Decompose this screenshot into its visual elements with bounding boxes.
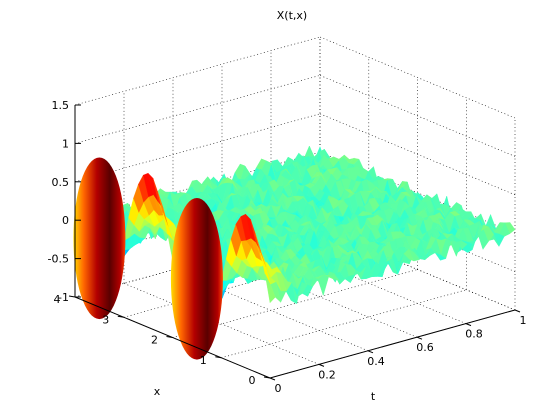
initial-peak xyxy=(73,157,126,320)
y-tick-label: 3 xyxy=(102,313,109,326)
wall-grid-line xyxy=(74,36,321,106)
z-tick-label: 1.5 xyxy=(52,99,70,112)
axis-box xyxy=(68,104,521,381)
tick-mark xyxy=(215,356,222,359)
wall-grid-line xyxy=(74,75,321,144)
y-tick-label: 4 xyxy=(54,293,61,306)
y-tick-label: 2 xyxy=(151,334,158,347)
tick-mark xyxy=(416,336,423,340)
surface-patch xyxy=(264,274,276,304)
wall-grid-line xyxy=(319,113,516,196)
z-tick-label: 0.5 xyxy=(52,176,70,189)
y-tick-label: 0 xyxy=(249,374,256,387)
y-axis-label: x xyxy=(154,385,161,398)
chart-title: X(t,x) xyxy=(277,9,307,22)
z-tick-label: 0 xyxy=(62,214,69,227)
x-axis-label: t xyxy=(371,390,376,403)
x-tick-label: 0.6 xyxy=(416,341,434,354)
z-tick-label: 1 xyxy=(62,137,69,150)
tick-mark xyxy=(68,295,76,298)
tick-mark xyxy=(166,336,173,338)
x-tick-label: 1 xyxy=(520,314,527,327)
tick-mark xyxy=(318,363,325,367)
floor-grid-line xyxy=(221,289,467,359)
wall-grid-line xyxy=(319,36,516,119)
tick-mark xyxy=(514,309,521,313)
y-tick-label: 1 xyxy=(200,354,207,367)
tick-mark xyxy=(117,315,124,318)
tick-labels: 0 0.2 0.4 0.6 0.8 1 0 1 2 3 4-1 -0.5 0 0.5 1 1.5 xyxy=(48,99,527,395)
x-tick-label: 0.8 xyxy=(465,328,483,341)
floor-grid-line xyxy=(123,283,320,365)
tick-mark xyxy=(269,377,276,381)
tick-mark xyxy=(263,376,271,379)
axis-line xyxy=(269,309,516,379)
x-tick-label: 0 xyxy=(275,382,282,395)
x-tick-label: 0.2 xyxy=(318,368,336,381)
x-tick-label: 0.4 xyxy=(367,355,385,368)
floor-grid-line xyxy=(123,249,369,318)
surface xyxy=(73,145,516,360)
initial-peak xyxy=(170,197,223,360)
z-tick-label: -1 xyxy=(58,291,69,304)
wall-grid-line xyxy=(319,75,516,157)
wall-grid-line xyxy=(74,113,321,183)
z-tick-label: -0.5 xyxy=(48,253,69,266)
tick-mark xyxy=(465,323,472,327)
tick-mark xyxy=(367,350,374,354)
